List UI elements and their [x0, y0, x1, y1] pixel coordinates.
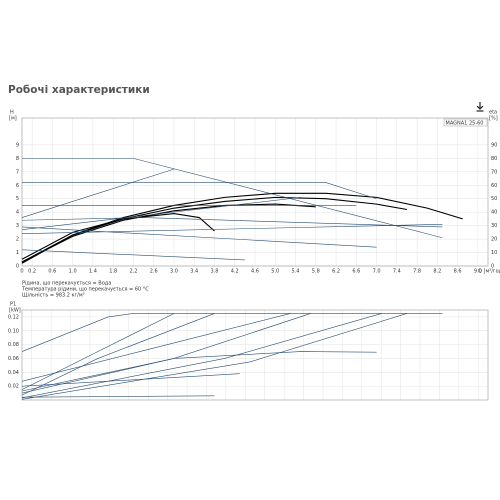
y-tick-label: 3 — [16, 223, 19, 229]
y-tick-label: 5 — [16, 196, 19, 202]
y-tick-label: 6 — [16, 183, 19, 189]
x-tick-label: 0.6 — [48, 269, 56, 275]
y-tick-label: 0.04 — [8, 370, 19, 376]
note: Температура рідини, що перекачується = 6… — [21, 287, 149, 293]
x-axis-label: Q [м³/год] — [478, 269, 500, 275]
y-tick-label: 0.06 — [8, 356, 19, 362]
curve — [22, 158, 443, 239]
x-tick-label: 8.2 — [433, 269, 441, 275]
y-tick-label: 0 — [16, 264, 19, 270]
curve — [21, 168, 175, 218]
y-axis-label: H — [10, 110, 14, 116]
curve — [21, 313, 175, 390]
y-tick-label: 0.10 — [8, 328, 19, 334]
y2-tick-label: 90 — [491, 142, 497, 148]
x-tick-label: 5.8 — [312, 269, 320, 275]
curve — [21, 313, 311, 392]
download-icon[interactable] — [476, 102, 484, 112]
curve — [21, 313, 382, 399]
x-tick-label: 1.8 — [109, 269, 117, 275]
curve — [21, 197, 301, 230]
y2-axis-unit: [%] — [489, 116, 498, 122]
x-tick-label: 7.8 — [413, 269, 421, 275]
y-axis-label: P1 — [10, 302, 16, 308]
y-tick-label: 8 — [16, 156, 19, 162]
curve — [21, 373, 240, 387]
y-tick-label: 1 — [16, 250, 19, 256]
y2-tick-label: 70 — [491, 169, 497, 175]
note: Щільність = 983.2 кг/м³ — [22, 293, 85, 299]
y-tick-label: 9 — [16, 142, 19, 148]
x-tick-label: 6.6 — [352, 269, 360, 275]
x-tick-label: 7.4 — [393, 269, 401, 275]
curve — [21, 212, 215, 260]
curve — [21, 395, 215, 398]
x-tick-label: 2.6 — [150, 269, 158, 275]
x-tick-label: 3.8 — [211, 269, 219, 275]
y-tick-label: 0.12 — [8, 314, 19, 320]
x-tick-label: 5.0 — [271, 269, 279, 275]
y-tick-label: 2 — [16, 237, 19, 243]
curve — [21, 203, 316, 263]
x-tick-label: 4.6 — [251, 269, 259, 275]
x-tick-label: 5.4 — [292, 269, 300, 275]
y-tick-label: 0.08 — [8, 342, 19, 348]
page-title: Робочі характеристики — [8, 84, 150, 96]
y2-tick-label: 60 — [491, 183, 497, 189]
plot-frame — [21, 117, 489, 267]
y2-tick-label: 40 — [491, 210, 497, 216]
x-tick-label: 2.2 — [129, 269, 137, 275]
x-tick-label: 1.4 — [89, 269, 97, 275]
x-tick-label: 7.0 — [373, 269, 381, 275]
curve — [22, 182, 377, 200]
curve — [21, 313, 215, 396]
y2-tick-label: 20 — [491, 237, 497, 243]
plot-frame — [21, 309, 489, 401]
y2-tick-label: 0 — [491, 264, 494, 270]
y2-axis-label: eta — [489, 110, 497, 116]
legend-box — [443, 118, 488, 127]
y2-tick-label: 10 — [491, 250, 497, 256]
curve — [21, 313, 443, 352]
curve — [21, 196, 408, 263]
curve — [21, 249, 245, 261]
y-tick-label: 7 — [16, 169, 19, 175]
x-tick-label: 0.2 — [28, 269, 36, 275]
note: Рідина, що перекачується = Вода — [22, 281, 111, 287]
curve — [21, 223, 443, 235]
curve — [21, 313, 291, 382]
y2-tick-label: 50 — [491, 196, 497, 202]
curve — [21, 192, 463, 264]
x-tick-label: 1.0 — [69, 269, 77, 275]
x-tick-label: 8.6 — [454, 269, 462, 275]
y-tick-label: 0.02 — [8, 384, 19, 390]
curve — [21, 351, 377, 394]
y-tick-label: 4 — [16, 210, 19, 216]
x-tick-label: 3.4 — [190, 269, 198, 275]
curve — [21, 226, 377, 248]
x-tick-label: 0 — [20, 269, 23, 275]
y-axis-unit: [kW] — [9, 308, 21, 314]
curve — [21, 313, 408, 400]
legend-label: MAGNA1 25-60 — [446, 120, 484, 126]
y2-tick-label: 80 — [491, 156, 497, 162]
x-tick-label: 6.2 — [332, 269, 340, 275]
y2-tick-label: 30 — [491, 223, 497, 229]
x-tick-label: 9.0 — [474, 269, 482, 275]
x-tick-label: 4.2 — [231, 269, 239, 275]
curve — [21, 217, 443, 228]
y-axis-unit: [м] — [9, 116, 17, 122]
x-tick-label: 3.0 — [170, 269, 178, 275]
